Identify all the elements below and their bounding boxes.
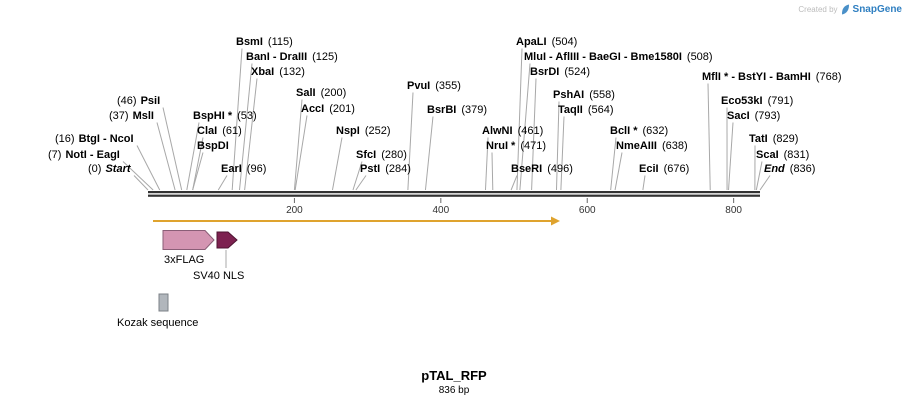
- enzyme-label-tati: TatI (829): [749, 133, 799, 145]
- enzyme-callout-line: [519, 63, 531, 191]
- enzyme-callout-line: [355, 175, 367, 191]
- enzyme-callout-line: [516, 48, 523, 191]
- enzyme-callout-line: [162, 107, 183, 191]
- enzyme-callout-line: [136, 145, 161, 191]
- enzyme-label-sfci: SfcI (280): [356, 149, 407, 161]
- feature-kozak-sequence-box: [158, 293, 169, 312]
- plasmid-length: 836 bp: [438, 385, 470, 396]
- enzyme-label-ecii: EciI (676): [639, 163, 690, 175]
- enzyme-callout-line: [728, 122, 734, 191]
- enzyme-callout-line: [156, 122, 176, 191]
- enzyme-callout-line: [192, 152, 204, 191]
- enzyme-label-noti-eagi: (7) NotI - EagI: [48, 149, 120, 161]
- enzyme-callout-line: [217, 175, 228, 191]
- enzyme-label-acci: AccI (201): [301, 103, 355, 115]
- enzyme-callout-line: [560, 116, 565, 191]
- enzyme-label-start: (0) Start: [88, 163, 131, 175]
- enzyme-label-msli: (37) MslI: [109, 110, 154, 122]
- feature-coding-arrow-head: [551, 216, 560, 226]
- enzyme-callout-line: [294, 115, 308, 191]
- enzyme-label-saci: SacI (793): [727, 110, 781, 122]
- enzyme-callout-line: [192, 137, 204, 191]
- enzyme-callout-line: [407, 92, 414, 191]
- enzyme-label-bsphi: BspHI * (53): [193, 110, 257, 122]
- enzyme-label-psti: PstI (284): [360, 163, 411, 175]
- enzyme-label-mlui-afliii-baegi-bme1580i: MluI - AflIII - BaeGI - Bme1580I (508): [524, 51, 713, 63]
- ruler-tick-label: 600: [579, 205, 596, 216]
- enzyme-label-taqii: TaqII (564): [558, 104, 614, 116]
- enzyme-label-btgi-ncoi: (16) BtgI - NcoI: [55, 133, 134, 145]
- feature-label-sv40-nls: SV40 NLS: [193, 270, 245, 282]
- enzyme-callout-line: [186, 122, 200, 191]
- enzyme-callout-line: [510, 175, 518, 191]
- enzyme-callout-line: [707, 83, 711, 191]
- enzyme-label-alwni: AlwNI (461): [482, 125, 544, 137]
- feature-3xflag-arrow: [162, 230, 215, 250]
- enzyme-label-bcli: BclI * (632): [610, 125, 669, 137]
- enzyme-callout-line: [331, 137, 343, 191]
- enzyme-callout-line: [614, 152, 623, 191]
- enzyme-label-bseri: BseRI (496): [511, 163, 573, 175]
- enzyme-callout-line: [293, 99, 303, 191]
- feature-label-kozak-sequence: Kozak sequence: [117, 317, 199, 329]
- credit-prefix-text: Created by: [798, 5, 838, 14]
- ruler-tick-label: 200: [286, 205, 303, 216]
- feature-label-3xflag: 3xFLAG: [164, 254, 205, 266]
- enzyme-label-end: End (836): [764, 163, 816, 175]
- enzyme-label-nrui: NruI * (471): [486, 140, 547, 152]
- enzyme-label-eco53ki: Eco53kI (791): [721, 95, 794, 107]
- enzyme-callout-line: [555, 101, 560, 191]
- enzyme-label-xbai: XbaI (132): [251, 66, 305, 78]
- enzyme-callout-line: [610, 137, 617, 191]
- enzyme-label-bsrbi: BsrBI (379): [427, 104, 488, 116]
- enzyme-label-sali: SalI (200): [296, 87, 347, 99]
- credit-brand-text: SnapGene: [852, 4, 902, 15]
- sequence-line-top: [148, 191, 760, 194]
- plasmid-name: pTAL_RFP: [421, 368, 487, 383]
- enzyme-callout-line: [642, 175, 646, 191]
- enzyme-label-pvui: PvuI (355): [407, 80, 461, 92]
- enzyme-callout-line: [231, 48, 243, 191]
- enzyme-callout-line: [491, 152, 494, 191]
- enzyme-callout-line: [244, 78, 258, 191]
- enzyme-callout-line: [133, 175, 149, 191]
- enzyme-label-eari: EarI (96): [221, 163, 267, 175]
- enzyme-label-apali: ApaLI (504): [516, 36, 578, 48]
- enzyme-label-pshai: PshAI (558): [553, 89, 615, 101]
- enzyme-callout-line: [755, 161, 763, 191]
- map-title-block: pTAL_RFP 836 bp: [0, 368, 908, 396]
- enzyme-label-bsrdi: BsrDI (524): [530, 66, 591, 78]
- enzyme-label-nmeaiii: NmeAIII (638): [616, 140, 688, 152]
- ruler-tick-label: 400: [432, 205, 449, 216]
- enzyme-callout-line: [531, 78, 537, 191]
- feature-sv40-nls-arrow: [216, 231, 238, 249]
- ruler-tick-label: 800: [725, 205, 742, 216]
- enzyme-callout-line: [484, 137, 489, 191]
- enzyme-callout-line: [424, 116, 434, 191]
- enzyme-label-clai: ClaI (61): [197, 125, 242, 137]
- enzyme-label-scai: ScaI (831): [756, 149, 810, 161]
- snapgene-logo-icon: [841, 4, 849, 15]
- enzyme-label-psii: (46) PsiI: [117, 95, 161, 107]
- enzyme-label-bspdi: BspDI: [197, 140, 229, 152]
- enzyme-callout-line: [352, 161, 363, 191]
- enzyme-label-bani-draiii: BanI - DraIII (125): [246, 51, 338, 63]
- enzyme-label-nspi: NspI (252): [336, 125, 391, 137]
- snapgene-credit: Created by SnapGene: [798, 4, 902, 15]
- enzyme-label-bsmi: BsmI (115): [236, 36, 293, 48]
- enzyme-callout-line: [759, 175, 771, 191]
- enzyme-callout-line: [122, 161, 154, 191]
- enzyme-label-mfli-bstyi-bamhi: MflI * - BstYI - BamHI (768): [702, 71, 842, 83]
- sequence-line-bottom: [148, 194, 760, 197]
- enzyme-callout-line: [239, 63, 253, 191]
